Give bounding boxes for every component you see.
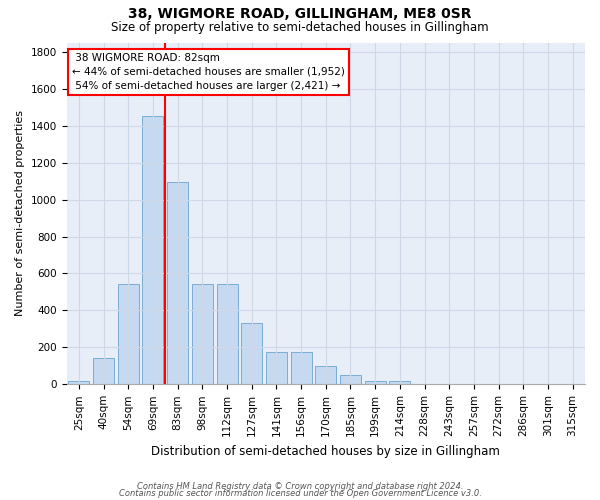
Text: 38 WIGMORE ROAD: 82sqm
← 44% of semi-detached houses are smaller (1,952)
 54% of: 38 WIGMORE ROAD: 82sqm ← 44% of semi-det…	[72, 53, 344, 91]
Text: Contains HM Land Registry data © Crown copyright and database right 2024.: Contains HM Land Registry data © Crown c…	[137, 482, 463, 491]
Bar	[192, 284, 213, 384]
Bar	[167, 182, 188, 384]
Bar	[365, 380, 386, 384]
Text: 38, WIGMORE ROAD, GILLINGHAM, ME8 0SR: 38, WIGMORE ROAD, GILLINGHAM, ME8 0SR	[128, 8, 472, 22]
Y-axis label: Number of semi-detached properties: Number of semi-detached properties	[15, 110, 25, 316]
Bar	[142, 116, 163, 384]
Bar	[217, 284, 238, 384]
X-axis label: Distribution of semi-detached houses by size in Gillingham: Distribution of semi-detached houses by …	[151, 444, 500, 458]
Bar	[340, 375, 361, 384]
Bar	[266, 352, 287, 384]
Bar	[389, 380, 410, 384]
Bar	[241, 324, 262, 384]
Bar	[118, 284, 139, 384]
Text: Contains public sector information licensed under the Open Government Licence v3: Contains public sector information licen…	[119, 489, 481, 498]
Text: Size of property relative to semi-detached houses in Gillingham: Size of property relative to semi-detach…	[111, 21, 489, 34]
Bar	[315, 366, 336, 384]
Bar	[93, 358, 114, 384]
Bar	[290, 352, 311, 384]
Bar	[68, 380, 89, 384]
